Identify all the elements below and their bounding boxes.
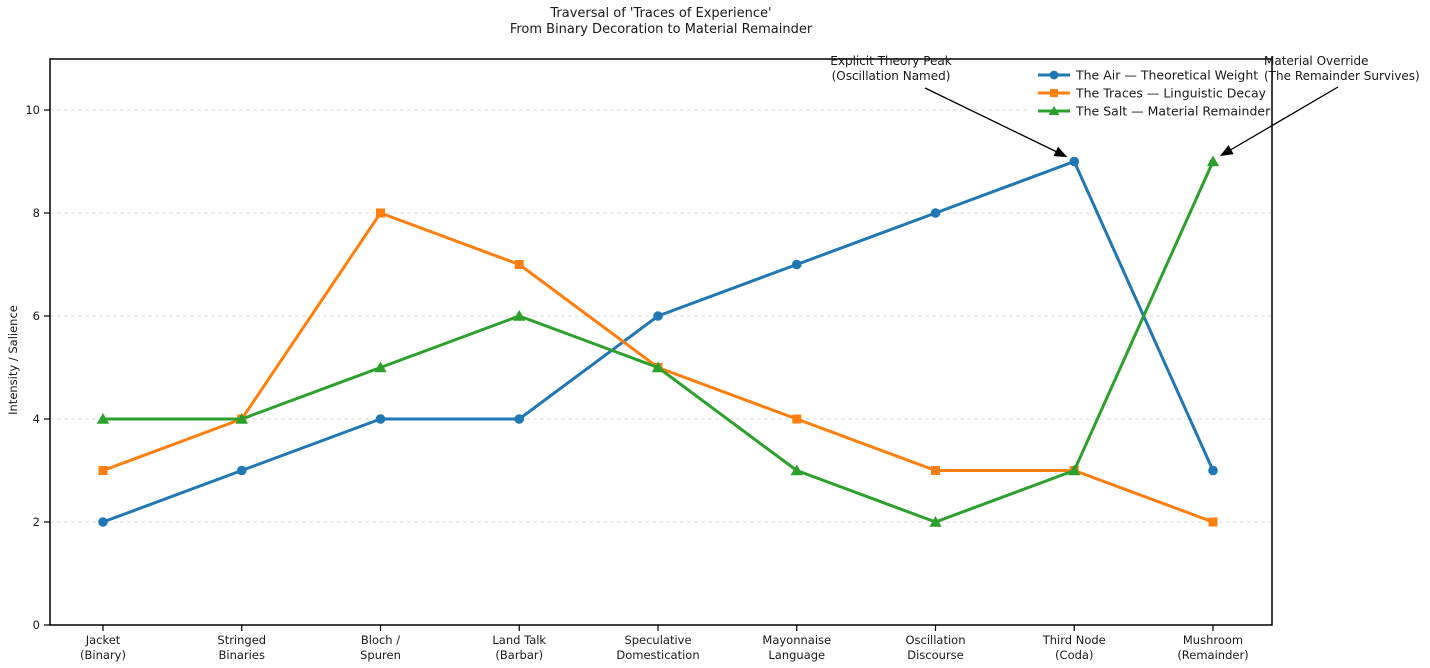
marker-square xyxy=(376,208,385,218)
marker-square xyxy=(98,466,108,475)
marker-square xyxy=(931,466,940,475)
legend-label: The Salt — Material Remainder xyxy=(1075,104,1271,119)
marker-triangle xyxy=(235,413,248,424)
legend-marker-circle xyxy=(1049,70,1059,80)
annotation-material-override: Material Override (The Remainder Survive… xyxy=(1264,54,1420,84)
y-tick-label: 6 xyxy=(33,309,40,323)
axes-frame xyxy=(49,58,1273,626)
marker-circle xyxy=(653,311,663,321)
marker-triangle xyxy=(790,464,803,476)
marker-circle xyxy=(375,414,386,424)
x-tick-label: Jacket xyxy=(85,633,121,647)
marker-circle xyxy=(98,517,108,527)
legend-label: The Air — Theoretical Weight xyxy=(1075,68,1258,83)
y-tick-label: 8 xyxy=(33,206,40,220)
x-tick-label: Speculative xyxy=(624,633,691,647)
x-tick-label: Spuren xyxy=(360,648,401,662)
chart-title-line1: Traversal of 'Traces of Experience' xyxy=(550,6,772,21)
marker-square xyxy=(514,260,524,269)
x-tick-label: Language xyxy=(768,648,825,662)
annotation-explicit-theory-peak-line2: (Oscillation Named) xyxy=(831,69,951,83)
chart-title: Traversal of 'Traces of Experience' From… xyxy=(50,6,1272,38)
marker-triangle xyxy=(374,361,387,373)
x-tick-label: Discourse xyxy=(907,648,963,662)
y-axis-label: Intensity / Salience xyxy=(6,305,20,415)
marker-circle xyxy=(1069,156,1080,167)
marker-circle xyxy=(1208,465,1218,476)
marker-triangle xyxy=(929,516,942,527)
series-line-2 xyxy=(101,160,1215,524)
x-tick-label: Mayonnaise xyxy=(762,633,831,647)
marker-circle xyxy=(930,208,941,218)
legend-label: The Traces — Linguistic Decay xyxy=(1075,86,1267,101)
legend-marker-triangle xyxy=(1048,106,1060,115)
annotation-arrow xyxy=(1219,86,1339,157)
x-tick-label: Domestication xyxy=(616,648,699,662)
marker-triangle xyxy=(96,413,110,424)
x-tick-label: Land Talk xyxy=(492,633,546,647)
marker-triangle xyxy=(1068,464,1081,476)
annotation-material-override-line2: (The Remainder Survives) xyxy=(1264,69,1420,83)
annotation-explicit-theory-peak: Explicit Theory Peak (Oscillation Named) xyxy=(791,54,991,84)
x-tick-label: Stringed xyxy=(217,633,266,647)
y-tick-label: 0 xyxy=(33,618,40,632)
x-tick-label: (Coda) xyxy=(1055,648,1093,662)
annotation-explicit-theory-peak-line1: Explicit Theory Peak xyxy=(830,54,952,68)
y-tick-label: 2 xyxy=(33,515,40,529)
marker-triangle xyxy=(1206,155,1220,167)
marker-circle xyxy=(514,414,525,424)
marker-square xyxy=(792,414,802,424)
y-tick-label: 4 xyxy=(33,412,40,426)
marker-triangle xyxy=(651,361,665,373)
legend-marker-square xyxy=(1050,89,1058,97)
marker-circle xyxy=(236,465,247,476)
y-tick-label: 10 xyxy=(25,103,40,117)
x-tick-label: Bloch / xyxy=(361,633,400,647)
annotation-material-override-line1: Material Override xyxy=(1264,54,1369,68)
x-tick-label: (Remainder) xyxy=(1177,648,1248,662)
x-tick-label: Oscillation xyxy=(905,633,965,647)
marker-triangle xyxy=(513,310,526,321)
x-tick-label: (Binary) xyxy=(80,648,126,662)
marker-square xyxy=(1208,517,1218,527)
x-tick-label: Binaries xyxy=(219,648,265,662)
chart-title-line2: From Binary Decoration to Material Remai… xyxy=(509,22,813,37)
x-tick-label: (Barbar) xyxy=(495,648,543,662)
series-line-0 xyxy=(101,160,1215,524)
annotation-arrow xyxy=(924,87,1068,158)
x-tick-label: Mushroom xyxy=(1183,633,1243,647)
x-tick-label: Third Node xyxy=(1042,633,1106,647)
marker-circle xyxy=(791,259,802,270)
